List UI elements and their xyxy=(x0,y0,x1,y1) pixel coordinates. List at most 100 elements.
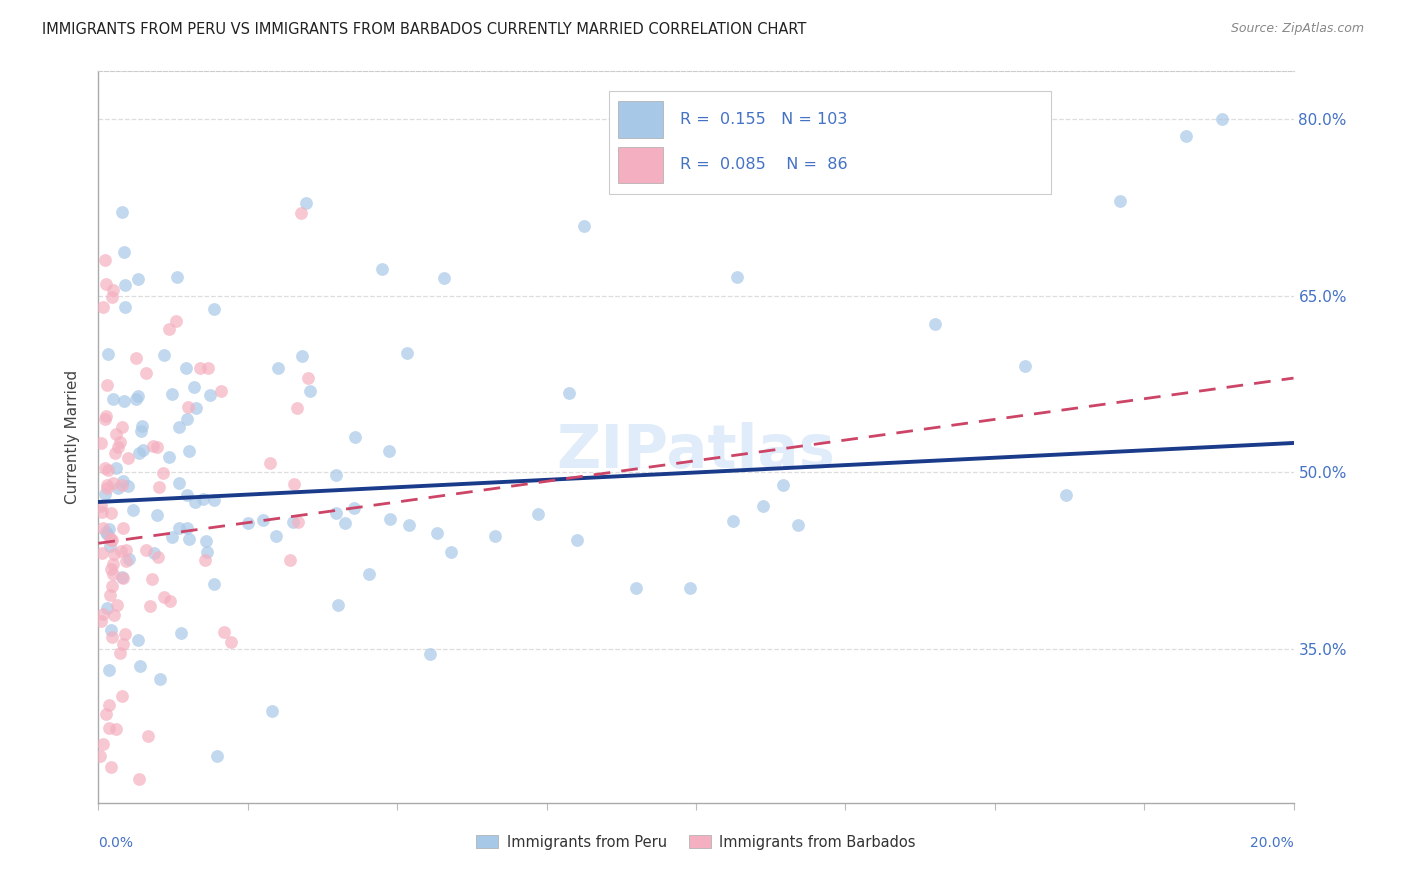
Point xyxy=(188,361,211,376)
Point xyxy=(111,478,134,492)
Point xyxy=(115,554,138,568)
Point xyxy=(114,300,136,314)
Point xyxy=(107,441,129,455)
FancyBboxPatch shape xyxy=(609,91,1050,194)
Point xyxy=(111,419,134,434)
Point xyxy=(90,505,112,519)
Point xyxy=(558,385,581,400)
Text: 20.0%: 20.0% xyxy=(1250,836,1294,850)
Point xyxy=(725,270,748,285)
Point xyxy=(439,545,461,559)
Point xyxy=(94,487,117,501)
Point xyxy=(115,542,138,557)
Point xyxy=(96,377,118,392)
Point xyxy=(183,380,205,394)
Point xyxy=(335,516,357,530)
Point xyxy=(101,557,124,571)
Point xyxy=(100,562,122,576)
Point xyxy=(101,533,124,548)
Point xyxy=(1054,488,1078,502)
Point xyxy=(112,393,135,408)
Point xyxy=(94,277,117,291)
Point xyxy=(91,607,114,622)
Point xyxy=(114,627,136,641)
Point xyxy=(278,553,301,567)
Point xyxy=(98,522,121,536)
Point xyxy=(212,625,235,640)
Point xyxy=(160,530,183,544)
Point xyxy=(105,598,128,612)
Point xyxy=(94,524,117,539)
Point xyxy=(100,760,122,774)
Point xyxy=(142,439,165,453)
Point xyxy=(131,425,153,439)
Point xyxy=(125,392,148,406)
Point xyxy=(202,302,225,317)
Point xyxy=(117,479,139,493)
Point xyxy=(924,317,946,331)
Point xyxy=(100,290,122,304)
Point xyxy=(176,521,198,535)
Point xyxy=(98,698,121,712)
Point xyxy=(98,531,121,545)
Point xyxy=(127,389,149,403)
Point xyxy=(377,443,399,458)
Point xyxy=(96,527,118,541)
Point xyxy=(167,475,190,490)
Point xyxy=(194,553,217,567)
Point xyxy=(94,461,117,475)
Point xyxy=(160,387,183,401)
Point xyxy=(328,598,350,612)
Point xyxy=(143,546,166,560)
Text: R =  0.085    N =  86: R = 0.085 N = 86 xyxy=(681,158,848,172)
Point xyxy=(105,460,128,475)
Point xyxy=(101,392,124,406)
Point xyxy=(484,529,506,543)
Point xyxy=(165,313,187,327)
Text: Source: ZipAtlas.com: Source: ZipAtlas.com xyxy=(1230,22,1364,36)
Point xyxy=(89,748,111,763)
Point xyxy=(433,270,456,285)
Point xyxy=(1211,112,1233,126)
Point xyxy=(146,549,169,564)
Point xyxy=(721,514,744,528)
Point xyxy=(195,545,218,559)
Point xyxy=(112,571,135,585)
Point xyxy=(98,539,121,553)
Point xyxy=(101,630,124,644)
Point xyxy=(96,481,118,495)
Point xyxy=(751,499,773,513)
Y-axis label: Currently Married: Currently Married xyxy=(65,370,80,504)
Point xyxy=(166,270,188,285)
Point xyxy=(325,467,347,482)
Point xyxy=(186,401,208,415)
Point xyxy=(103,608,125,623)
Point xyxy=(419,647,441,661)
Point xyxy=(136,729,159,743)
Point xyxy=(202,493,225,508)
Point xyxy=(207,748,229,763)
Point xyxy=(297,370,319,384)
Point xyxy=(96,478,118,492)
Point xyxy=(97,347,120,361)
Point xyxy=(371,262,394,277)
Point xyxy=(152,466,174,480)
Point xyxy=(149,672,172,686)
Point xyxy=(111,637,134,651)
Point xyxy=(148,480,170,494)
Text: ZIPatlas: ZIPatlas xyxy=(557,422,835,481)
Point xyxy=(283,515,305,529)
Point xyxy=(193,491,215,506)
Point xyxy=(100,623,122,637)
Point xyxy=(145,440,167,454)
Point xyxy=(153,348,176,362)
Point xyxy=(101,579,124,593)
Point xyxy=(624,581,647,595)
Legend: Immigrants from Peru, Immigrants from Barbados: Immigrants from Peru, Immigrants from Ba… xyxy=(470,829,922,855)
Point xyxy=(170,625,193,640)
Point xyxy=(572,219,595,233)
Point xyxy=(772,478,794,492)
Point xyxy=(91,521,114,535)
Point xyxy=(139,599,162,613)
Point xyxy=(343,501,366,516)
